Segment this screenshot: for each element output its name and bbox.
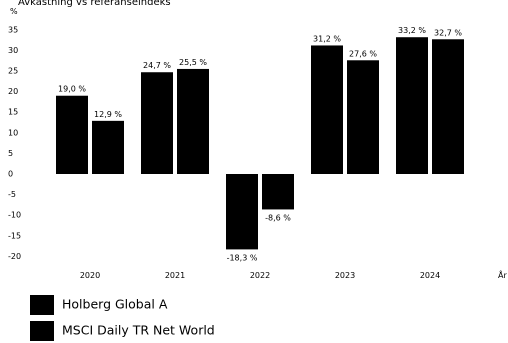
y-tick-label: 25 xyxy=(8,67,18,76)
bar-index-2022 xyxy=(262,174,294,210)
bar-fund-2021 xyxy=(141,72,173,174)
data-label: 31,2 % xyxy=(313,34,341,43)
y-tick-label: 5 xyxy=(8,149,13,158)
x-tick-label: 2020 xyxy=(80,271,100,280)
chart-title: Avkastning vs referanseindeks xyxy=(18,0,171,8)
legend-label: Holberg Global A xyxy=(62,297,168,312)
data-labels: 19,0 % 24,7 % -18,3 % 31,2 % 33,2 % 12,9 % 25,… xyxy=(58,26,462,262)
data-label: 19,0 % xyxy=(58,85,86,94)
legend-swatch xyxy=(30,295,54,315)
y-tick-label: 15 xyxy=(8,108,18,117)
bar-fund-2020 xyxy=(56,95,88,174)
data-label: 25,5 % xyxy=(179,58,207,67)
legend-swatch xyxy=(30,321,54,341)
legend: Holberg Global A MSCI Daily TR Net World xyxy=(30,295,215,341)
x-axis-ticks: 2020 2021 2022 2023 2024 xyxy=(80,271,440,280)
bars xyxy=(56,37,464,250)
data-label: -18,3 % xyxy=(227,253,258,262)
y-tick-label: 20 xyxy=(8,87,18,96)
x-tick-label: 2023 xyxy=(335,271,355,280)
y-tick-label: -10 xyxy=(8,211,21,220)
data-label: 12,9 % xyxy=(94,110,122,119)
bar-fund-2023 xyxy=(311,45,343,175)
bar-index-2023 xyxy=(347,60,379,175)
bar-fund-2024 xyxy=(396,37,428,174)
x-axis-unit: År xyxy=(498,269,507,280)
bar-fund-2022 xyxy=(226,174,258,250)
data-label: 24,7 % xyxy=(143,61,171,70)
bar-index-2021 xyxy=(177,68,209,174)
y-tick-label: 10 xyxy=(8,128,18,137)
bar-index-2020 xyxy=(92,120,124,174)
y-tick-label: -15 xyxy=(8,231,21,240)
y-tick-label: -20 xyxy=(8,252,21,261)
y-tick-label: 30 xyxy=(8,46,18,55)
data-label: 32,7 % xyxy=(434,28,462,37)
y-tick-label: 0 xyxy=(8,170,13,179)
legend-label: MSCI Daily TR Net World xyxy=(62,323,215,338)
y-axis-ticks: -20 -15 -10 -5 0 5 10 15 20 25 30 35 xyxy=(8,25,21,261)
y-axis-unit: % xyxy=(10,7,18,16)
x-tick-label: 2022 xyxy=(250,271,270,280)
y-tick-label: 35 xyxy=(8,25,18,34)
data-label: 27,6 % xyxy=(349,49,377,58)
x-tick-label: 2024 xyxy=(420,271,440,280)
data-label: -8,6 % xyxy=(265,213,291,222)
bar-index-2024 xyxy=(432,39,464,174)
data-label: 33,2 % xyxy=(398,26,426,35)
x-tick-label: 2021 xyxy=(165,271,185,280)
y-tick-label: -5 xyxy=(8,190,16,199)
